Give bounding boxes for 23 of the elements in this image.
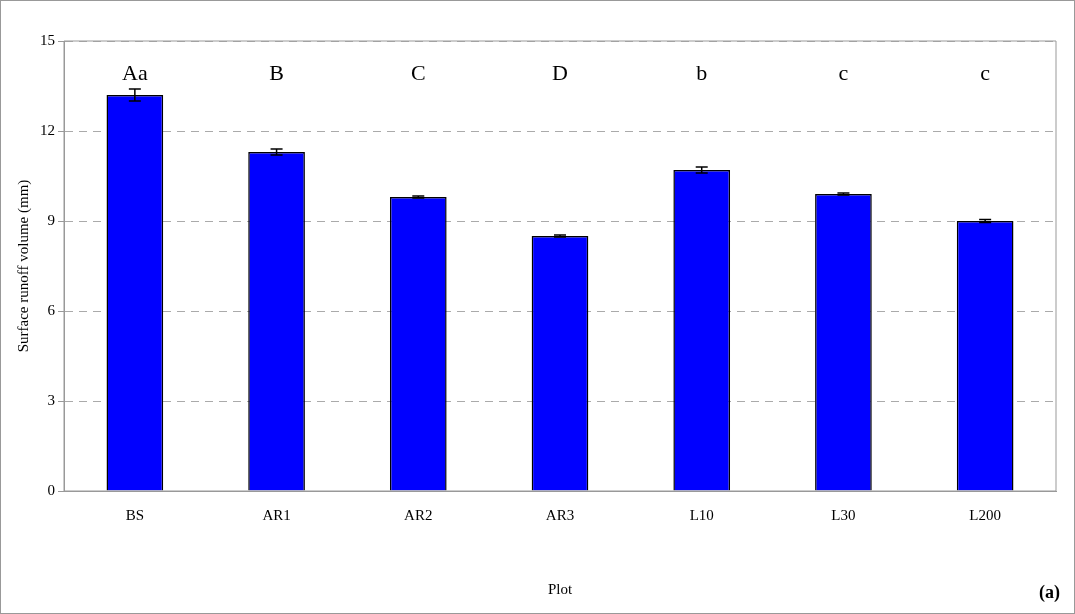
- y-tick-label: 9: [47, 211, 55, 228]
- text: (a): [1039, 582, 1060, 603]
- annotation: D: [552, 59, 568, 85]
- x-tick-label: AR3: [545, 506, 575, 523]
- y-axis-title: Surface runoff volume (mm): [14, 179, 32, 353]
- annotation: b: [696, 59, 708, 85]
- annotation: C: [410, 59, 426, 85]
- annotation: Aa: [122, 59, 148, 85]
- annotation: c: [838, 59, 849, 85]
- x-tick-label: L30: [831, 506, 856, 523]
- annotation: B: [269, 59, 284, 85]
- x-axis-title: Plot: [547, 580, 573, 597]
- y-tick-label: 0: [47, 481, 55, 498]
- x-tick-label: L200: [969, 506, 1001, 523]
- y-tick-label: 12: [40, 121, 55, 138]
- x-tick-label: L10: [689, 506, 714, 523]
- annotation: c: [980, 59, 991, 85]
- y-tick-label: 15: [40, 31, 55, 48]
- x-tick-label: BS: [125, 506, 145, 523]
- x-tick-label: AR2: [404, 506, 433, 523]
- y-tick-label: 3: [47, 391, 55, 408]
- x-tick-label: AR1: [262, 506, 291, 523]
- y-tick-label: 6: [47, 301, 56, 318]
